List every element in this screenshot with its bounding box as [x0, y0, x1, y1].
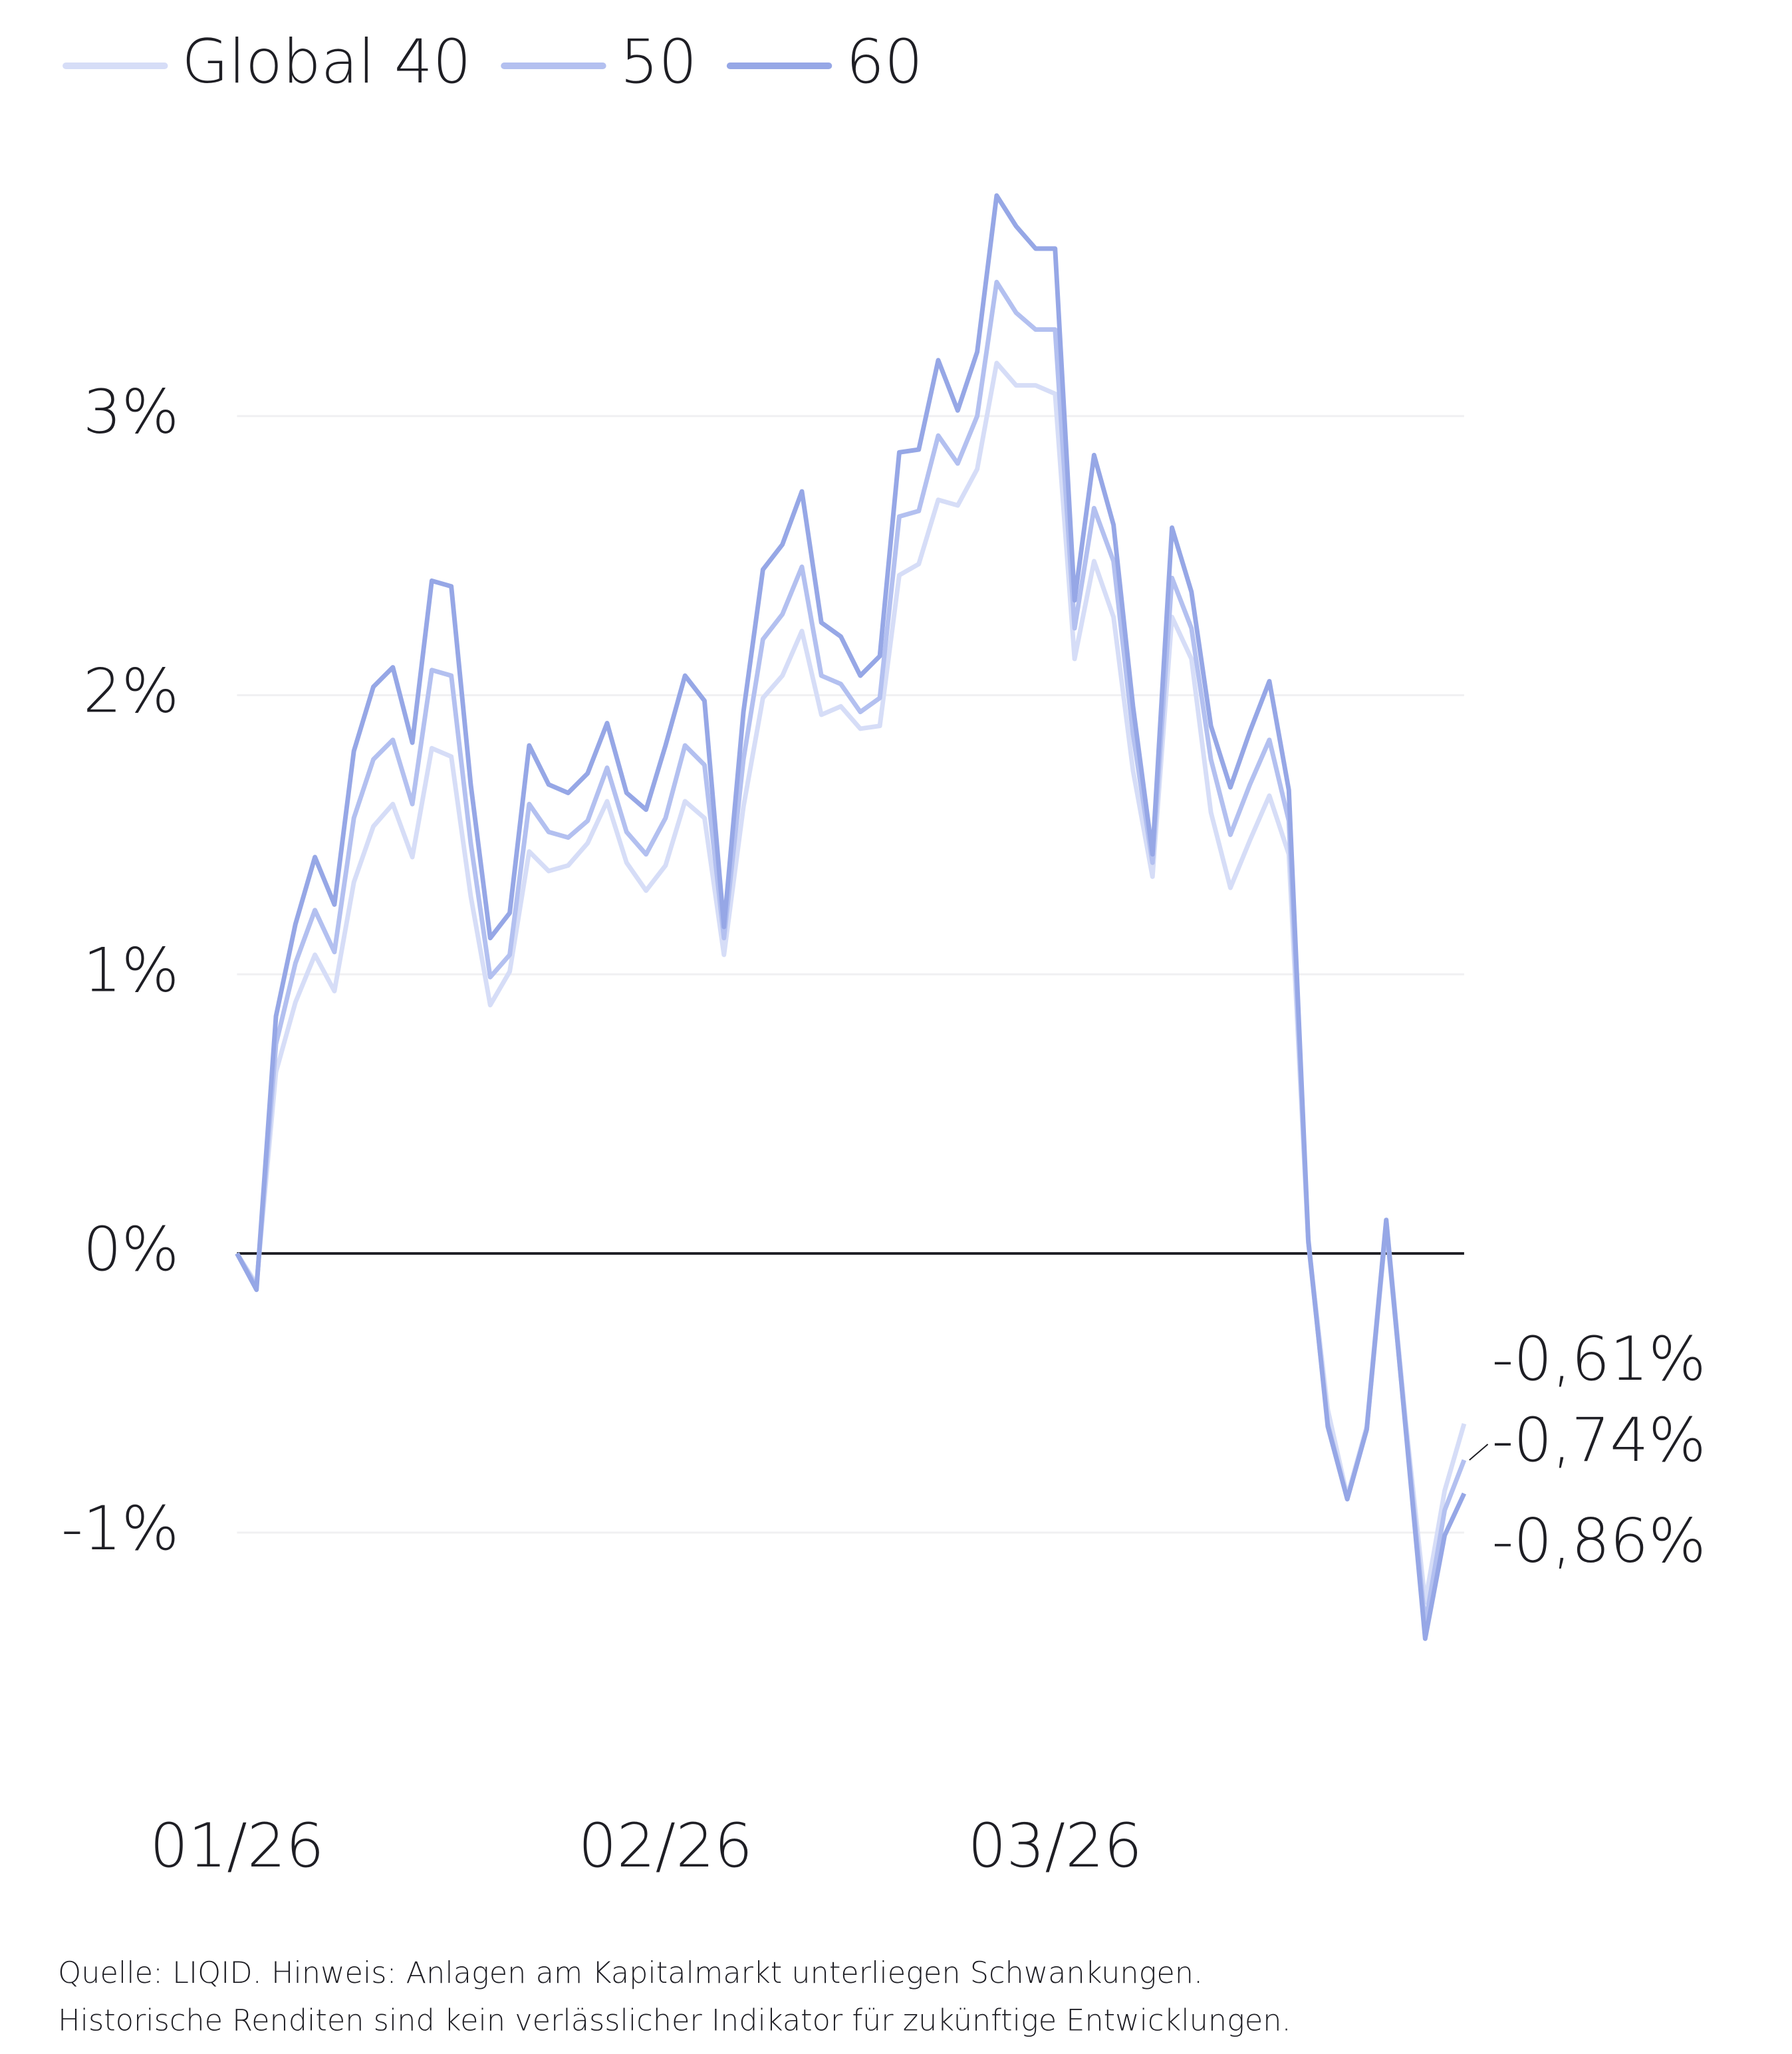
y-tick-label: 2%: [83, 656, 180, 727]
label-connector: [1469, 1444, 1489, 1461]
series-line: [235, 279, 1467, 1627]
value-label: -0,61%: [1492, 1324, 1706, 1394]
footnote: Quelle: LIQID. Hinweis: Anlagen am Kapit…: [58, 1956, 1203, 1990]
y-tick-label: 0%: [83, 1214, 180, 1285]
series-line: [235, 193, 1467, 1641]
y-tick-label: 3%: [83, 377, 180, 448]
series-line: [235, 360, 1467, 1605]
legend-label: 60: [846, 27, 923, 97]
legend-label: 50: [620, 27, 697, 97]
legend-label: Global 40: [182, 27, 471, 97]
x-tick-label: 03/26: [968, 1811, 1142, 1881]
y-tick-label: -1%: [61, 1493, 179, 1564]
y-tick-label: 1%: [83, 935, 180, 1005]
value-label: -0,74%: [1492, 1405, 1706, 1476]
footnote: Historische Renditen sind kein verlässli…: [58, 2003, 1291, 2037]
value-label: -0,86%: [1492, 1505, 1706, 1576]
x-tick-label: 02/26: [578, 1811, 753, 1881]
x-tick-label: 01/26: [150, 1811, 324, 1881]
